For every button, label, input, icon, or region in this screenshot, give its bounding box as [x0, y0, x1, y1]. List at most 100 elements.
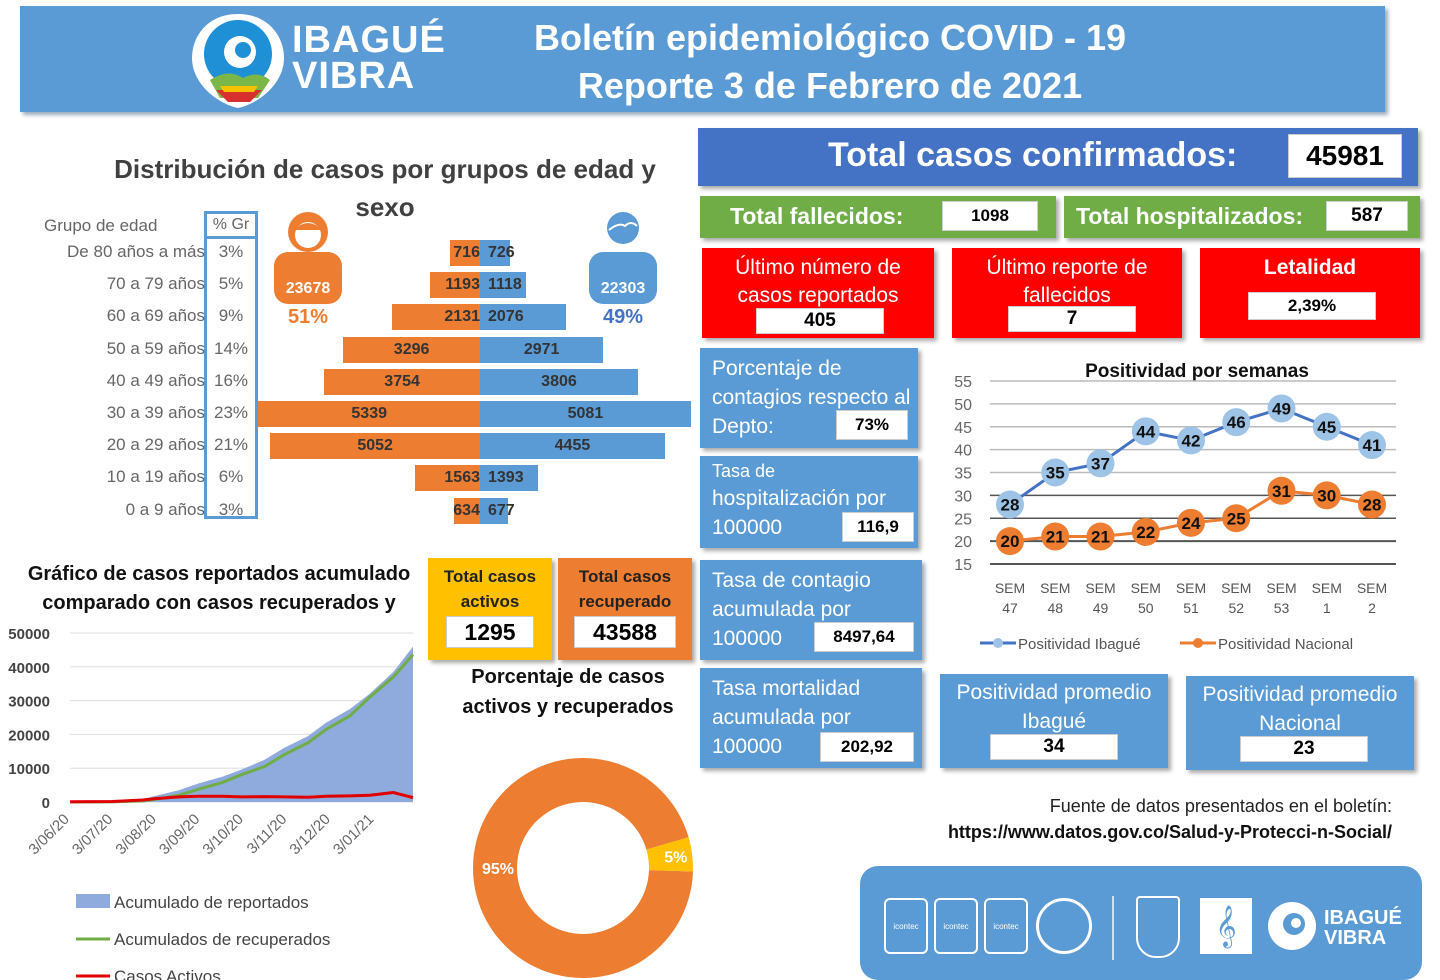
ibague-vibra-footer-logo — [1268, 902, 1316, 950]
last-cases-label: Último número de casos reportados — [735, 256, 901, 307]
donut-title: Porcentaje de casos activos y recuperado… — [462, 666, 674, 718]
series-line — [69, 791, 414, 804]
last-deaths-panel: Último reporte de fallecidos 7 — [952, 248, 1182, 338]
x-tick-label: 48 — [1047, 600, 1063, 616]
data-point — [1177, 426, 1205, 455]
x-tick-label: SEM — [1176, 580, 1206, 596]
hosp-rate-label-2: hospitalización por — [712, 487, 886, 510]
female-bar: 3296 — [343, 336, 480, 363]
age-group-pct: 21% — [213, 435, 249, 455]
mortality-rate-panel: Tasa mortalidad acumulada por 100000 202… — [700, 668, 922, 768]
total-hospitalized-panel: Total hospitalizados: 587 — [1064, 196, 1420, 238]
contagion-rate-value: 8497,64 — [814, 622, 914, 652]
male-bar: 726 — [480, 240, 515, 266]
total-confirmed-value: 45981 — [1288, 134, 1402, 178]
hosp-rate-label-1: Tasa de — [712, 461, 776, 481]
donut-chart: 95% 5% — [473, 758, 693, 978]
data-label: 44 — [1136, 422, 1155, 441]
x-tick-label: 52 — [1228, 600, 1244, 616]
legend-label: Casos Activos — [114, 967, 221, 980]
icontec-cert-logo: icontec — [884, 898, 928, 954]
male-icon — [589, 212, 657, 304]
x-tick-label: SEM — [1312, 580, 1342, 596]
music-capital-logo: 𝄞 — [1200, 898, 1252, 954]
female-bar: 2131 — [391, 304, 480, 331]
male-total: 22303 — [600, 280, 646, 297]
male-bar: 4455 — [480, 433, 665, 460]
female-icon — [274, 212, 342, 304]
x-tick-label: 1 — [1323, 600, 1331, 616]
contagion-rate-label-2: 100000 — [712, 627, 783, 650]
x-tick-label: 3/10/20 — [199, 811, 246, 858]
x-tick-label: 49 — [1093, 600, 1109, 616]
active-cases-value: 1295 — [446, 616, 534, 648]
data-point — [1358, 490, 1386, 519]
male-bar: 2971 — [480, 336, 604, 363]
data-label: 45 — [1317, 418, 1336, 437]
total-deaths-panel: Total fallecidos: 1098 — [700, 196, 1056, 238]
hosp-rate-label-3: 100000 — [712, 516, 783, 539]
total-confirmed-label: Total casos confirmados: — [828, 136, 1238, 174]
x-tick-label: SEM — [1266, 580, 1296, 596]
y-tick-label: 55 — [954, 374, 972, 391]
legend-label: Positividad Ibagué — [1018, 636, 1141, 653]
y-tick-label: 30 — [954, 488, 972, 505]
data-point — [1041, 458, 1070, 487]
female-bar: 5052 — [270, 433, 480, 460]
last-deaths-value: 7 — [1008, 306, 1136, 332]
y-tick-label: 40000 — [8, 660, 50, 677]
y-tick-label: 50000 — [8, 626, 50, 643]
positivity-national-panel: Positividad promedio Nacional 23 — [1186, 676, 1414, 770]
age-group-label: 0 a 9 años — [125, 499, 205, 519]
data-point — [1267, 476, 1296, 505]
data-label: 24 — [1182, 514, 1201, 533]
mortality-rate-label: Tasa mortalidad acumulada por — [712, 677, 861, 729]
data-point — [1131, 417, 1160, 446]
y-tick-label: 15 — [954, 557, 972, 574]
dept-pct-label: Porcentaje de contagios respecto al Dept… — [712, 357, 911, 438]
ibague-vibra-logo — [192, 14, 284, 108]
positivity-title: Positividad por semanas — [1085, 361, 1309, 382]
data-point — [1131, 517, 1160, 546]
data-point — [1267, 394, 1296, 423]
x-tick-label: 3/06/20 — [25, 811, 72, 858]
data-label: 42 — [1182, 431, 1201, 450]
male-bar: 1393 — [480, 465, 538, 492]
age-group-label: 70 a 79 años — [106, 274, 205, 294]
x-tick-label: 3/08/20 — [112, 811, 159, 858]
x-tick-label: 50 — [1138, 600, 1154, 616]
data-label: 41 — [1363, 436, 1382, 455]
data-point — [1177, 508, 1205, 537]
y-tick-label: 20000 — [8, 727, 50, 744]
legend-label: Acumulados de recuperados — [114, 930, 330, 949]
recovered-cases-panel: Total casos recuperado 43588 — [558, 558, 692, 660]
positivity-chart: Positividad por semanas 15 20 25 30 35 40 45 50 5… — [954, 361, 1396, 653]
pct-header: % Gr — [204, 211, 258, 239]
data-point — [1358, 431, 1386, 460]
positivity-ibague-value: 34 — [990, 734, 1118, 760]
legend-label: Positividad Nacional — [1218, 636, 1353, 653]
donut-slice — [473, 758, 693, 978]
source-url-link[interactable]: https://www.datos.gov.co/Salud-y-Protecc… — [947, 822, 1392, 842]
positivity-national-value: 23 — [1240, 736, 1368, 762]
footer-logo-text: IBAGUÉ VIBRA — [1324, 907, 1402, 949]
logo-text: IBAGUÉ VIBRA — [292, 19, 446, 97]
total-deaths-value: 1098 — [942, 201, 1038, 231]
data-point — [1222, 408, 1251, 437]
male-bar: 677 — [480, 497, 515, 524]
legend-swatch — [76, 894, 110, 908]
age-group-pct: 23% — [213, 403, 249, 422]
source-label: Fuente de datos presentados en el boletí… — [1049, 796, 1392, 816]
cumulative-chart-title: Gráfico de casos reportados acumulado co… — [27, 563, 411, 614]
data-label: 37 — [1091, 454, 1110, 473]
age-group-label: De 80 años a más — [67, 242, 205, 261]
male-bar: 2076 — [480, 304, 567, 331]
y-tick-label: 30000 — [8, 694, 50, 711]
male-pct: 49% — [602, 306, 644, 328]
legend-marker — [1193, 638, 1203, 648]
divider — [1112, 896, 1114, 960]
cumulative-chart: 0 10000 20000 30000 40000 50000 3/06/203/07/20… — [8, 626, 415, 980]
icontec-cert-logo: icontec — [934, 898, 978, 954]
x-tick-label: 51 — [1183, 600, 1199, 616]
data-point — [1086, 522, 1115, 551]
